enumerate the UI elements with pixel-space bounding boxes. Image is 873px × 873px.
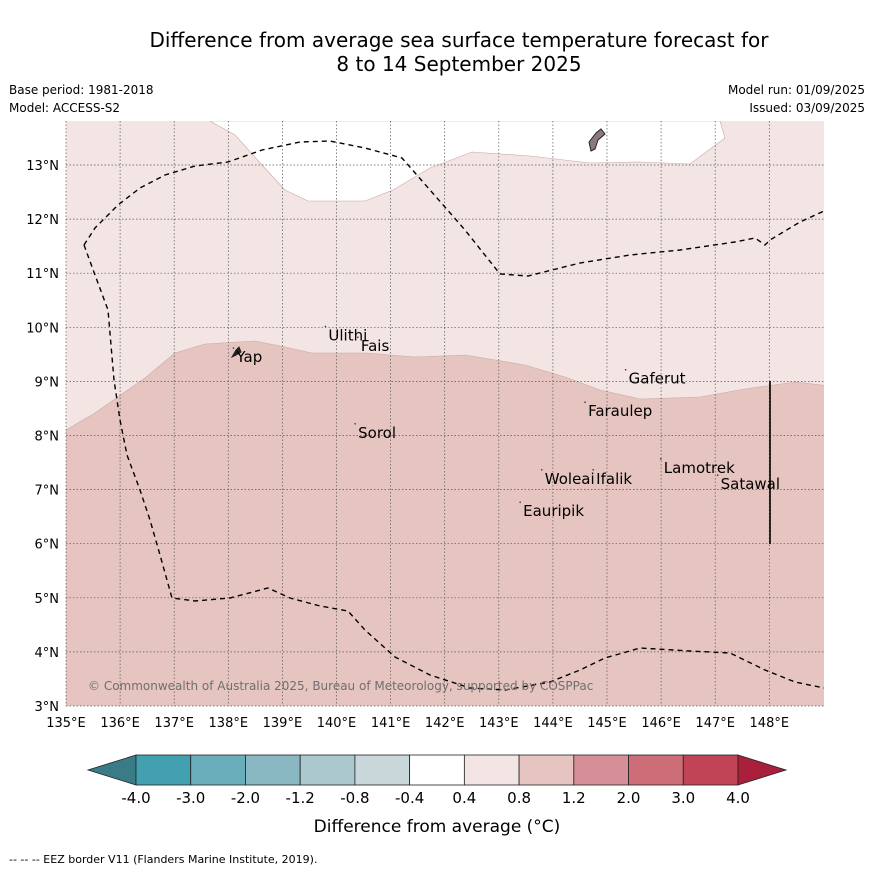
colorbar-tick-label: 3.0 (671, 789, 695, 807)
colorbar-tick-label: -4.0 (121, 789, 150, 807)
lat-tick-label: 10°N (26, 321, 59, 336)
place-marker (716, 474, 719, 476)
place-label: Gaferut (629, 370, 686, 388)
model-name: Model: ACCESS-S2 (9, 101, 121, 115)
colorbar-over-arrow (737, 754, 788, 786)
colorbar-tick-label: -1.2 (286, 789, 315, 807)
lat-tick-label: 3°N (35, 700, 60, 715)
colorbar-tick-label: -0.8 (340, 789, 369, 807)
colorbar-tick-label: 4.0 (726, 789, 750, 807)
lat-tick-label: 6°N (35, 538, 60, 553)
lat-tick-label: 9°N (35, 375, 60, 390)
sst-field (66, 121, 824, 706)
place-label: Fais (361, 337, 390, 355)
place-label: Lamotrek (664, 459, 735, 477)
place-marker (357, 336, 359, 339)
lon-tick-label: 136°E (100, 716, 140, 731)
model-run: Model run: 01/09/2025 (727, 83, 865, 97)
colorbar-tick-label: -3.0 (176, 789, 205, 807)
lon-tick-label: 147°E (695, 716, 735, 731)
lon-tick-label: 138°E (209, 716, 249, 731)
map-title: Difference from average sea surface temp… (60, 28, 858, 76)
issued-date: Issued: 03/09/2025 (749, 101, 865, 115)
colorbar-tick-label: 0.4 (452, 789, 476, 807)
place-marker (540, 468, 543, 471)
place-marker (592, 468, 594, 471)
colorbar-tick-label: 0.8 (507, 789, 531, 807)
colorbar-segment (628, 754, 684, 786)
lat-tick-label: 5°N (35, 592, 60, 607)
lon-tick-label: 139°E (263, 716, 303, 731)
colorbar-segment (409, 754, 465, 786)
lon-tick-label: 135°E (46, 716, 86, 731)
lon-tick-label: 142°E (425, 716, 465, 731)
place-marker (584, 401, 586, 403)
lat-tick-label: 8°N (35, 430, 60, 445)
colorbar-segment (299, 754, 356, 786)
colorbar-under-arrow (86, 754, 137, 786)
lon-tick-label: 137°E (154, 716, 194, 731)
colorbar-tick-label: 1.2 (562, 789, 586, 807)
place-label: Ifalik (596, 470, 632, 488)
colorbar-tick-label: -2.0 (231, 789, 260, 807)
lon-tick-label: 140°E (317, 716, 357, 731)
guam-island (588, 128, 606, 152)
place-label: Ulithi (328, 326, 367, 344)
colorbar-segment (682, 754, 739, 786)
place-marker (624, 368, 627, 371)
base-period: Base period: 1981-2018 (9, 83, 154, 97)
lat-tick-label: 7°N (35, 484, 60, 499)
lat-tick-label: 11°N (26, 267, 59, 282)
place-marker (519, 501, 521, 504)
meta-left: Base period: 1981-2018 Model: ACCESS-S2 (9, 81, 154, 117)
copyright-text: © Commonwealth of Australia 2025, Bureau… (88, 679, 593, 693)
lon-tick-label: 141°E (371, 716, 411, 731)
yap-island (230, 346, 242, 359)
colorbar-label: Difference from average (°C) (314, 817, 561, 837)
lat-tick-label: 12°N (26, 213, 59, 228)
colorbar-segment (463, 754, 520, 786)
lat-tick-label: 13°N (26, 159, 59, 174)
colorbar-segment (190, 754, 246, 786)
eez-border (83, 140, 825, 691)
lon-tick-label: 145°E (587, 716, 627, 731)
place-label: Sorol (358, 424, 396, 442)
lon-tick-label: 148°E (750, 716, 790, 731)
place-marker (232, 347, 235, 349)
colorbar-segment (135, 754, 192, 786)
place-label: Eauripik (523, 502, 584, 520)
place-marker (324, 325, 327, 328)
colorbar-segment (573, 754, 629, 786)
place-marker (660, 458, 662, 460)
place-label: Faraulep (588, 402, 652, 420)
colorbar-segment (518, 754, 575, 786)
title-line-1: Difference from average sea surface temp… (149, 28, 769, 52)
place-label: Woleai (545, 470, 595, 488)
lat-tick-label: 4°N (35, 646, 60, 661)
place-marker (354, 422, 356, 425)
lon-tick-label: 143°E (479, 716, 519, 731)
place-label: Satawal (721, 475, 780, 493)
colorbar-tick-label: -0.4 (395, 789, 424, 807)
colorbar-segment (245, 754, 301, 786)
eez-footnote: -- -- -- EEZ border V11 (Flanders Marine… (9, 853, 318, 866)
title-line-2: 8 to 14 September 2025 (336, 52, 582, 76)
colorbar-segment (354, 754, 411, 786)
axis-tick-labels: 135°E 136°E 137°E 138°E 139°E 140°E 141°E 142°E… (26, 159, 789, 731)
lon-tick-label: 146°E (641, 716, 681, 731)
lon-tick-label: 144°E (533, 716, 573, 731)
colorbar: -4.0 -3.0 -2.0 -1.2 -0.8 -0.4 0.4 0.8 1.2 2.0 3.0 4… (86, 754, 788, 807)
colorbar-tick-label: 2.0 (617, 789, 641, 807)
meta-right: Model run: 01/09/2025 Issued: 03/09/2025 (728, 81, 865, 117)
sst-band-0-8-to-1-2 (66, 340, 824, 706)
place-label: Yap (235, 348, 262, 366)
